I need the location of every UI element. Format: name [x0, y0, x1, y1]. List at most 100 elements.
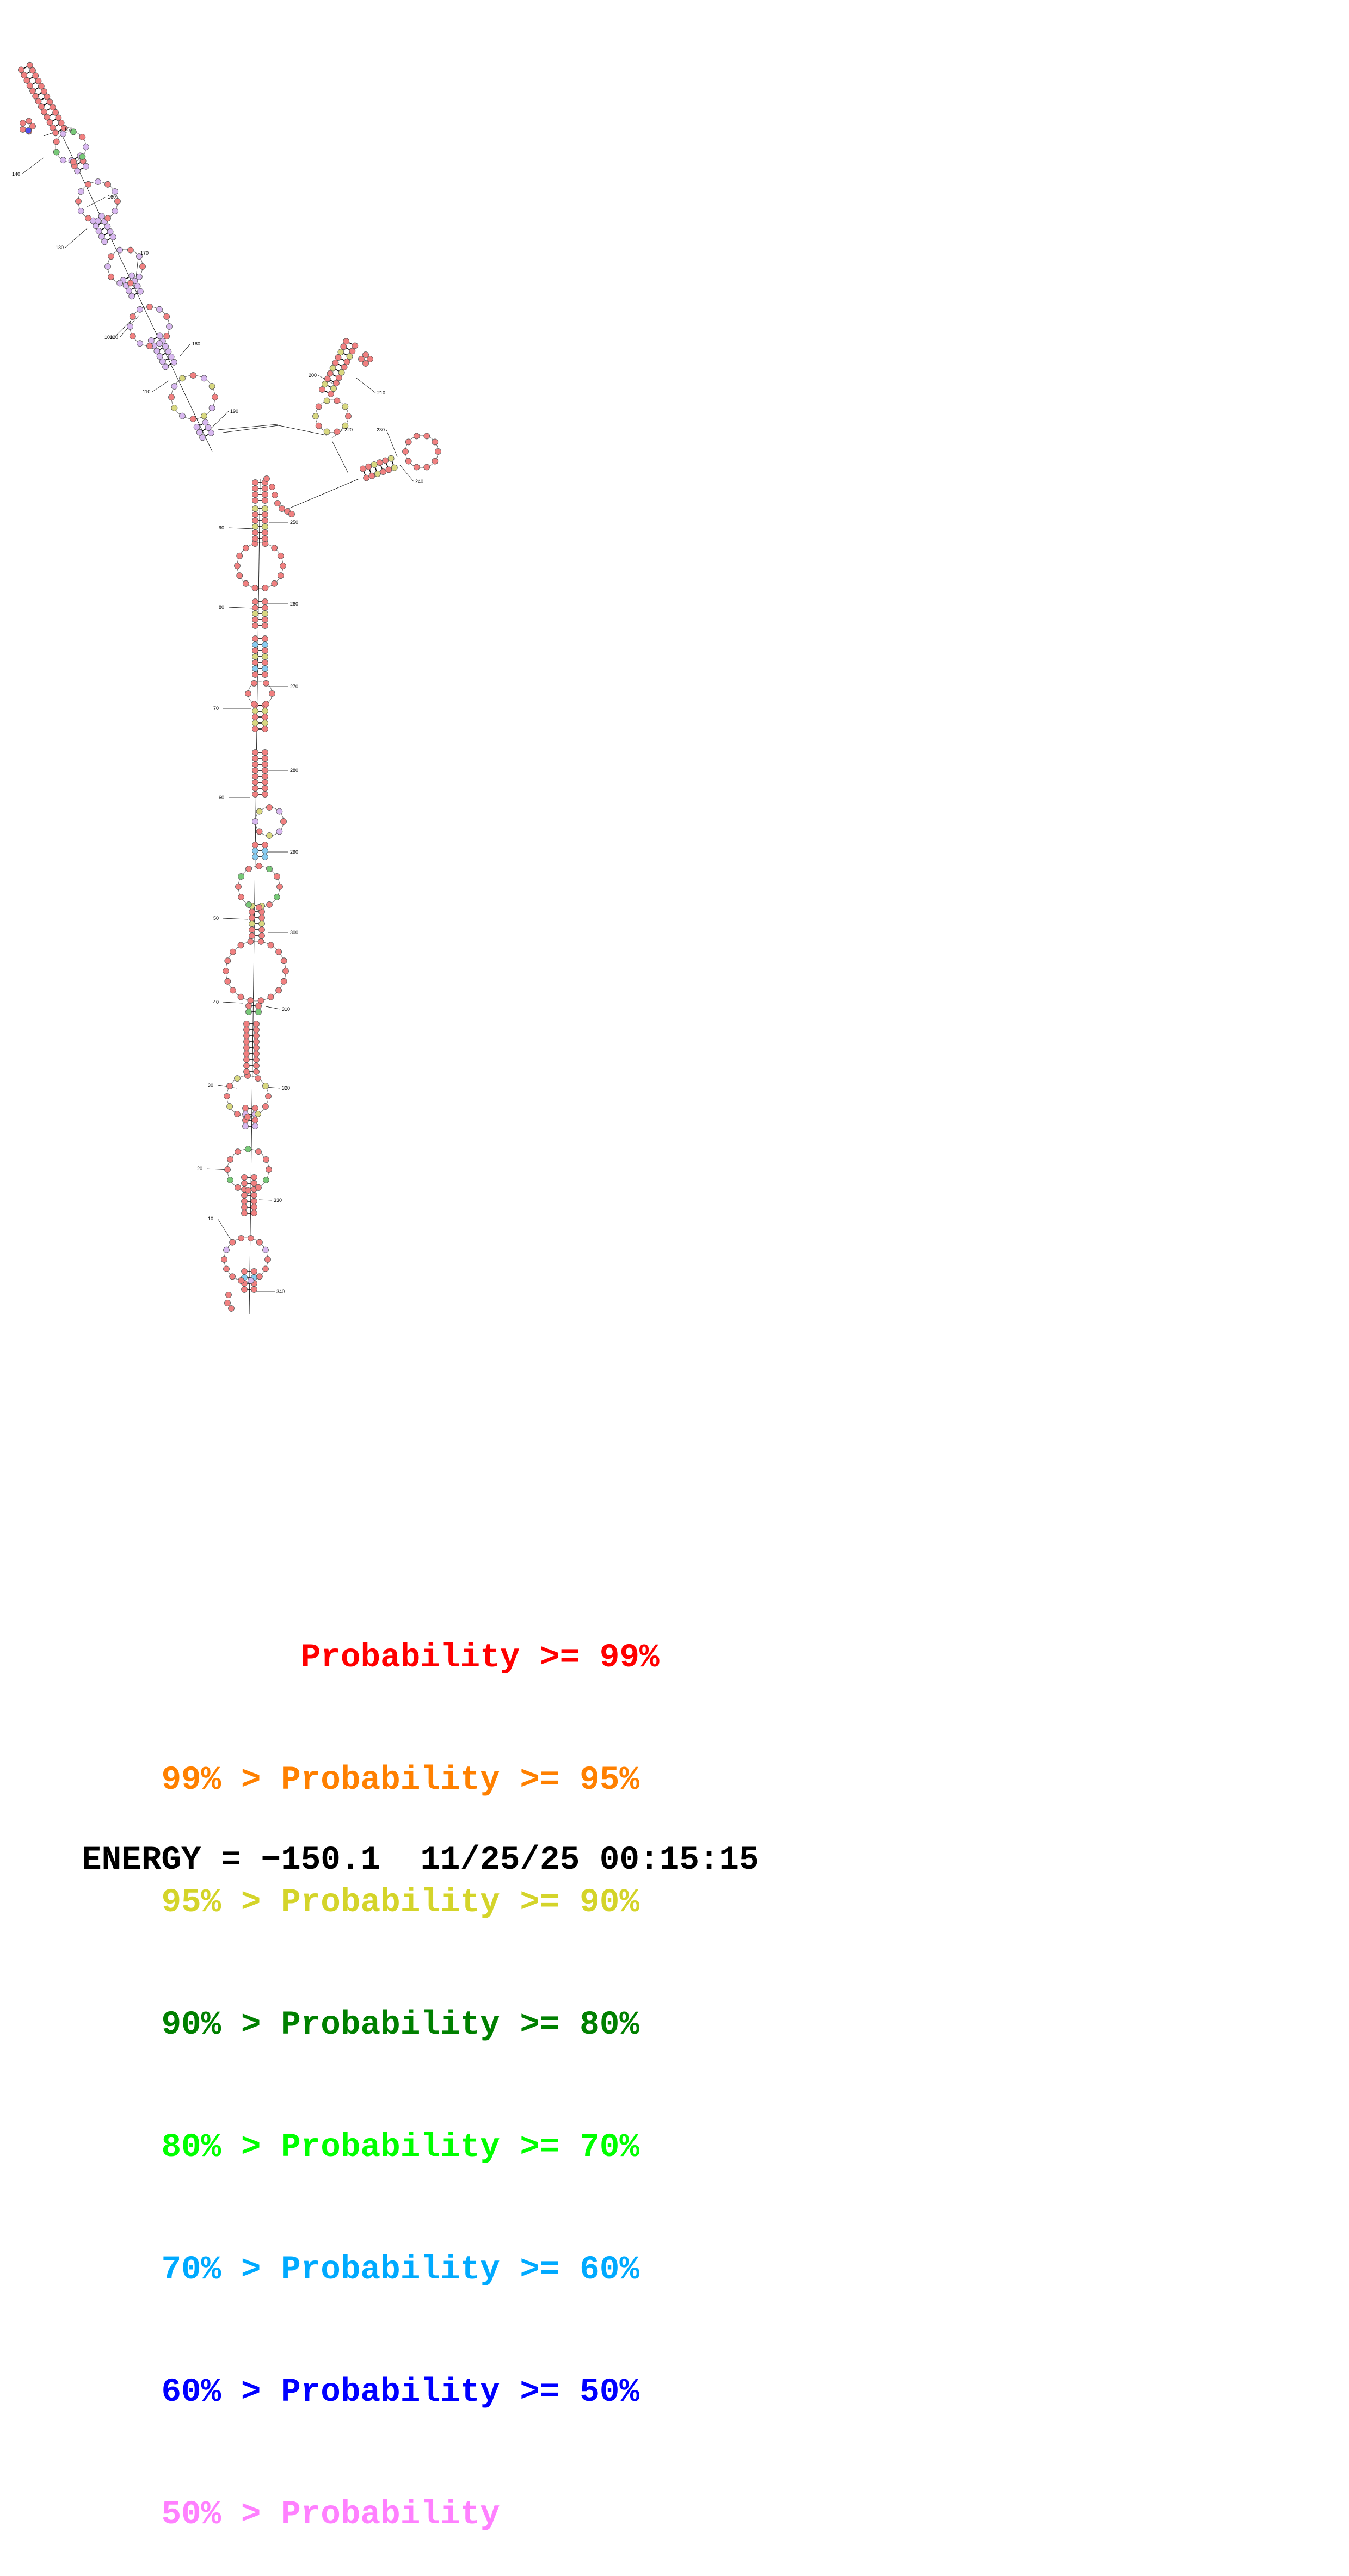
- nucleotide-90: [245, 1003, 252, 1009]
- nucleotide-163: [262, 726, 268, 732]
- label-tick: [356, 378, 376, 393]
- nucleotide-95: [257, 997, 264, 1004]
- nucleotide-395: [343, 338, 350, 345]
- position-label: 80: [219, 604, 224, 610]
- nucleotide-153: [262, 773, 268, 780]
- nucleotide-249: [168, 394, 175, 400]
- nucleotide-428: [288, 511, 295, 517]
- legend-text: Probability >= 99%: [300, 1639, 660, 1677]
- nucleotide-150: [252, 785, 258, 792]
- nucleotide-113: [258, 921, 265, 927]
- nucleotide-56: [242, 1105, 249, 1111]
- nucleotide-276: [146, 304, 153, 310]
- legend-text: Probability: [281, 2496, 500, 2534]
- nucleotide-431: [225, 1292, 232, 1298]
- nucleotide-223: [262, 517, 268, 524]
- nucleotide-325: [83, 144, 89, 150]
- position-label: 20: [197, 1166, 202, 1171]
- nucleotide-426: [279, 505, 285, 512]
- nucleotide-387: [332, 359, 339, 366]
- nucleotide-126: [238, 894, 245, 900]
- nucleotide-29: [251, 1192, 257, 1199]
- loop-backbone: [226, 1075, 269, 1117]
- nucleotide-151: [262, 779, 268, 786]
- legend-prefix: 50% >: [161, 2496, 281, 2534]
- nucleotide-332: [70, 128, 77, 135]
- nucleotide-61: [234, 1111, 241, 1117]
- nucleotide-75: [253, 1051, 260, 1057]
- nucleotide-204: [277, 572, 284, 579]
- nucleotide-91: [282, 968, 289, 974]
- nucleotide-82: [243, 1033, 250, 1039]
- nucleotide-39: [255, 1184, 262, 1191]
- legend-prefix: 95% >: [161, 1884, 281, 1922]
- position-label: 90: [219, 525, 224, 530]
- nucleotide-48: [262, 1156, 269, 1163]
- nucleotide-146: [276, 808, 283, 815]
- nucleotide-254: [208, 383, 215, 390]
- nucleotide-371: [312, 413, 319, 419]
- nucleotide-251: [179, 375, 186, 382]
- nucleotide-136: [252, 848, 258, 854]
- nucleotide-115: [258, 915, 265, 921]
- position-label: 30: [208, 1083, 213, 1088]
- nucleotide-174: [263, 701, 269, 707]
- nucleotide-334: [61, 125, 67, 132]
- nucleotide-121: [276, 884, 283, 890]
- nucleotide-135: [262, 848, 268, 854]
- nucleotide-145: [266, 804, 273, 811]
- backbone-link-right: [278, 425, 327, 436]
- nucleotide-198: [252, 610, 258, 617]
- nucleotide-195: [262, 616, 268, 623]
- nucleotide-237: [207, 429, 214, 436]
- probability-legend: Probability >= 99% 99% > Probability >= …: [82, 1515, 660, 2535]
- nucleotide-19: [238, 1235, 245, 1241]
- nucleotide-383: [327, 370, 334, 377]
- nucleotide-230: [252, 497, 258, 504]
- nucleotide-248: [171, 405, 178, 411]
- nucleotide-101: [224, 957, 231, 965]
- nucleotide-142: [256, 828, 263, 835]
- nucleotide-137: [262, 842, 268, 848]
- nucleotide-80: [243, 1039, 250, 1045]
- nucleotide-369: [323, 428, 330, 435]
- label-tick: [217, 1218, 232, 1241]
- nucleotide-315: [85, 181, 91, 188]
- nucleotide-12: [247, 1277, 254, 1284]
- nucleotide-312: [77, 208, 84, 214]
- nucleotide-301: [104, 223, 111, 230]
- nucleotide-210: [234, 563, 241, 569]
- nucleotide-159: [262, 755, 268, 762]
- nucleotide-148: [252, 791, 258, 798]
- nucleotide-175: [251, 701, 257, 707]
- nucleotide-108: [280, 957, 287, 965]
- nucleotide-200: [252, 604, 258, 611]
- nucleotide-266: [147, 337, 155, 344]
- nucleotide-391: [337, 349, 344, 355]
- nucleotide-116: [249, 915, 255, 921]
- nucleotide-269: [156, 340, 163, 347]
- nucleotide-50: [242, 1123, 249, 1129]
- nucleotide-370: [315, 422, 322, 429]
- nucleotide-328: [60, 157, 66, 164]
- nucleotide-300: [98, 233, 105, 240]
- backbone-link-hairpin: [288, 478, 360, 509]
- label-tick: [21, 157, 44, 175]
- nucleotide-256: [162, 363, 169, 370]
- nucleotide-416: [405, 458, 412, 465]
- nucleotide-245: [201, 412, 207, 419]
- nucleotide-262: [153, 348, 161, 355]
- nucleotide-291: [108, 273, 115, 280]
- nucleotide-339: [46, 119, 53, 126]
- nucleotide-318: [112, 188, 119, 195]
- nucleotide-51: [252, 1117, 258, 1123]
- label-tick: [228, 607, 254, 609]
- nucleotide-258: [159, 358, 166, 365]
- nucleotide-211: [236, 552, 243, 559]
- position-label: 190: [230, 409, 238, 414]
- nucleotide-356: [29, 67, 36, 74]
- nucleotide-335: [52, 129, 59, 137]
- position-label: 180: [192, 341, 200, 347]
- nucleotide-337: [49, 124, 56, 131]
- nucleotide-257: [168, 354, 175, 360]
